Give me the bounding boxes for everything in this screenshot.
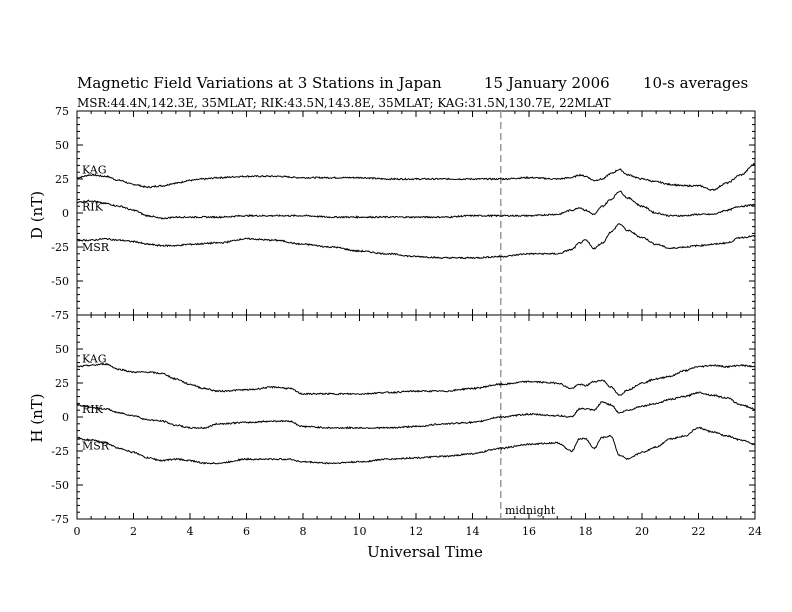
d-axis-label: D (nT) bbox=[28, 191, 46, 239]
y-tick-label-d: 0 bbox=[62, 207, 69, 220]
midnight-label: midnight bbox=[505, 504, 556, 517]
h-axis-label: H (nT) bbox=[28, 393, 46, 442]
y-tick-label-d: 75 bbox=[55, 105, 69, 118]
x-axis-label: Universal Time bbox=[367, 543, 483, 561]
y-tick-label-h: -50 bbox=[51, 479, 69, 492]
series-label-msr-d: MSR bbox=[82, 241, 110, 254]
y-tick-label-d: -75 bbox=[51, 309, 69, 322]
series-label-msr-h: MSR bbox=[82, 440, 110, 453]
series-label-rik-d: RIK bbox=[82, 200, 104, 213]
x-tick-label: 24 bbox=[748, 525, 762, 538]
x-tick-label: 22 bbox=[692, 525, 706, 538]
y-tick-label-h: 50 bbox=[55, 343, 69, 356]
x-tick-label: 18 bbox=[579, 525, 593, 538]
series-label-kag-d: KAG bbox=[82, 164, 107, 177]
chart-date: 15 January 2006 bbox=[484, 74, 610, 92]
y-tick-label-d: -25 bbox=[51, 241, 69, 254]
series-line-msr-h bbox=[76, 426, 756, 465]
x-tick-label: 14 bbox=[466, 525, 480, 538]
x-tick-label: 8 bbox=[300, 525, 307, 538]
x-tick-label: 6 bbox=[243, 525, 250, 538]
x-tick-label: 16 bbox=[522, 525, 536, 538]
x-tick-label: 10 bbox=[353, 525, 367, 538]
x-tick-label: 4 bbox=[187, 525, 194, 538]
x-tick-label: 0 bbox=[74, 525, 81, 538]
x-tick-label: 20 bbox=[635, 525, 649, 538]
chart-averaging: 10-s averages bbox=[643, 74, 748, 92]
series-line-rik-d bbox=[76, 190, 755, 220]
panel-d-frame bbox=[76, 110, 756, 316]
x-tick-label: 2 bbox=[130, 525, 137, 538]
series-line-msr-d bbox=[76, 223, 756, 260]
y-tick-label-h: -75 bbox=[51, 513, 69, 526]
y-tick-label-h: 0 bbox=[62, 411, 69, 424]
y-tick-label-d: -50 bbox=[51, 275, 69, 288]
y-tick-label-d: 25 bbox=[55, 173, 69, 186]
y-tick-label-h: -25 bbox=[51, 445, 69, 458]
y-tick-label-d: 50 bbox=[55, 139, 69, 152]
series-label-rik-h: RIK bbox=[82, 403, 104, 416]
station-coordinates: MSR:44.4N,142.3E, 35MLAT; RIK:43.5N,143.… bbox=[77, 96, 611, 110]
panel-h-frame bbox=[76, 314, 756, 520]
series-line-kag-h bbox=[76, 362, 756, 397]
chart-title: Magnetic Field Variations at 3 Stations … bbox=[77, 74, 442, 92]
y-tick-label-h: 25 bbox=[55, 377, 69, 390]
series-line-rik-h bbox=[76, 391, 756, 430]
x-tick-label: 12 bbox=[409, 525, 423, 538]
series-label-kag-h: KAG bbox=[82, 353, 107, 366]
series-line-kag-d bbox=[76, 162, 756, 192]
